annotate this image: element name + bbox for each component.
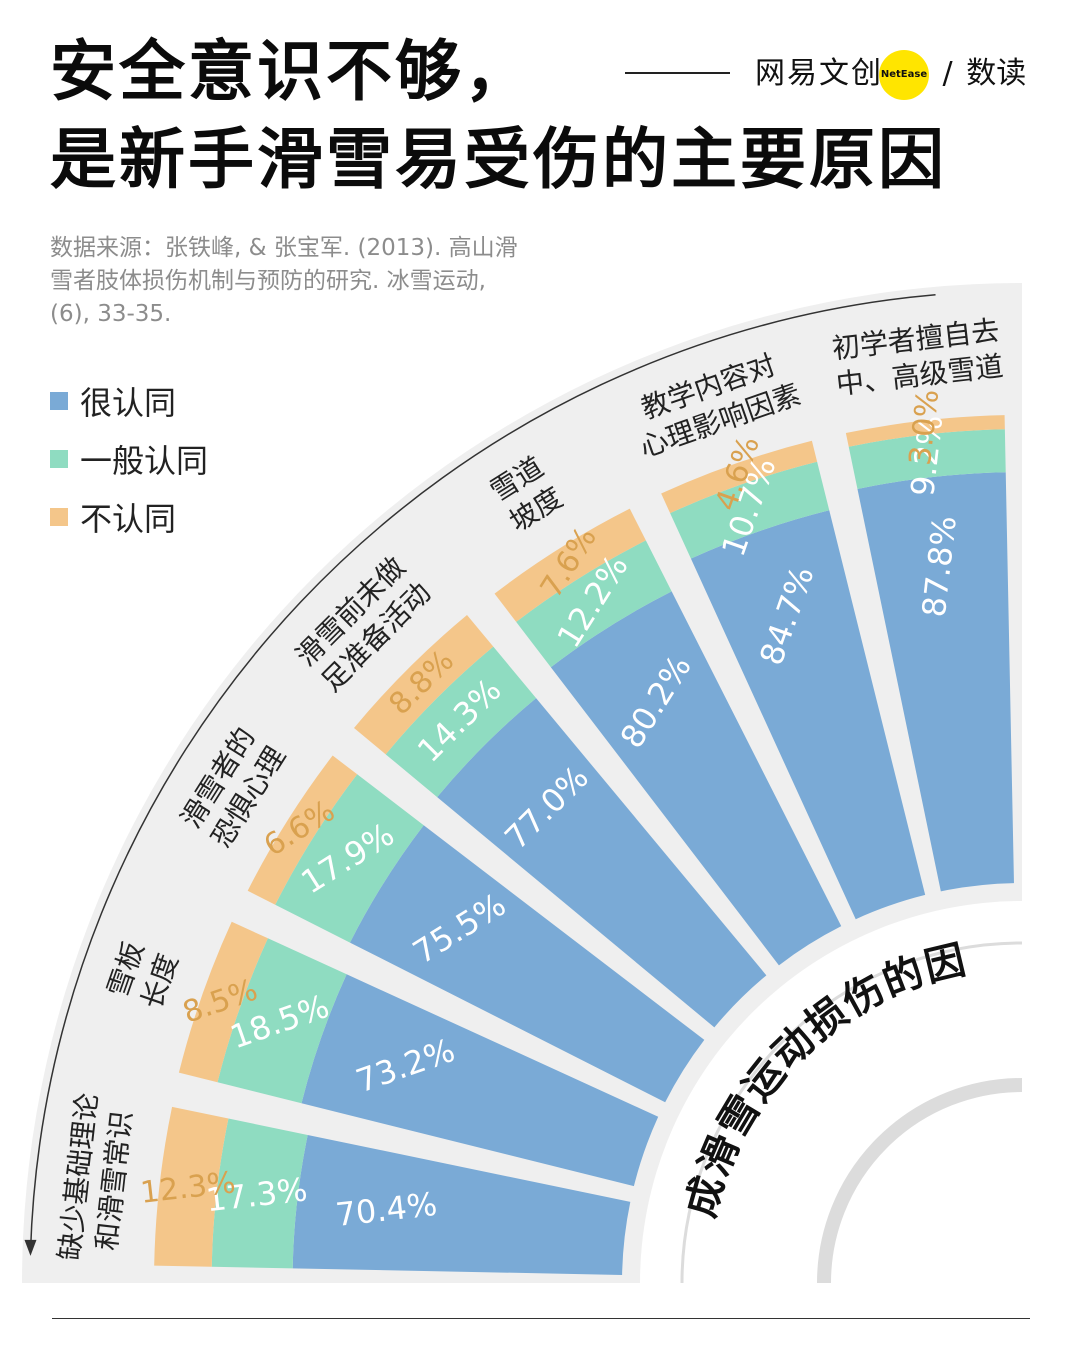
bar-一般认同-0	[211, 1118, 308, 1269]
bar-一般认同-4	[516, 540, 672, 668]
bottom-rule	[52, 1318, 1030, 1319]
bar-一般认同-5	[670, 461, 830, 559]
bar-一般认同-1	[217, 938, 347, 1104]
bar-不认同-5	[661, 440, 818, 514]
bar-不认同-1	[178, 921, 268, 1083]
bar-不认同-2	[247, 755, 358, 905]
bar-一般认同-3	[385, 646, 537, 798]
bar-不认同-4	[494, 508, 646, 622]
bar-一般认同-2	[275, 774, 424, 943]
legend-swatch	[50, 392, 68, 410]
bar-一般认同-6	[848, 429, 1006, 489]
brand-logo: 网易文创NetEase / 数读	[755, 48, 1026, 100]
legend-swatch	[50, 450, 68, 468]
legend-label: 一般认同	[80, 442, 209, 480]
legend-item: 不认同	[50, 488, 208, 546]
logo-brand: 网易文创	[755, 56, 883, 91]
legend-item: 一般认同	[50, 430, 208, 488]
center-area	[640, 901, 1022, 1283]
legend: 很认同 一般认同 不认同	[50, 372, 208, 546]
bar-很认同-1	[301, 974, 659, 1187]
arrow-head	[24, 1239, 37, 1256]
bar-不认同-6	[845, 415, 1005, 447]
title-line-2: 是新手滑雪易受伤的主要原因	[50, 121, 947, 198]
value-label-6-1: 9.2%	[903, 413, 950, 498]
arrow-arc	[29, 294, 936, 1252]
center-outer-arc	[680, 941, 1023, 1284]
legend-swatch	[50, 508, 68, 526]
legend-label: 不认同	[80, 500, 177, 538]
bar-不认同-0	[154, 1106, 229, 1267]
chart-bars	[154, 415, 1014, 1275]
logo-separator: /	[942, 56, 953, 91]
bar-很认同-3	[437, 698, 767, 1028]
bar-很认同-2	[349, 825, 705, 1103]
bar-不认同-3	[354, 615, 494, 755]
bar-很认同-6	[857, 472, 1014, 892]
logo-badge: NetEase	[879, 49, 929, 100]
legend-item: 很认同	[50, 372, 208, 430]
legend-label: 很认同	[80, 384, 177, 422]
center-inner-arc	[817, 1078, 1023, 1284]
data-source: 数据来源：张铁峰, & 张宝军. (2013). 高山滑雪者肢体损伤机制与预防的…	[50, 235, 518, 327]
value-label-6-2: 3.0%	[903, 387, 946, 467]
logo-product: 数读	[966, 56, 1027, 91]
title-line-1: 安全意识不够，	[50, 33, 533, 110]
bar-很认同-4	[550, 591, 842, 966]
bar-很认同-0	[292, 1134, 631, 1275]
logo-divider	[625, 72, 730, 74]
bar-很认同-5	[690, 510, 926, 920]
page-title: 安全意识不够， 是新手滑雪易受伤的主要原因	[50, 28, 947, 204]
